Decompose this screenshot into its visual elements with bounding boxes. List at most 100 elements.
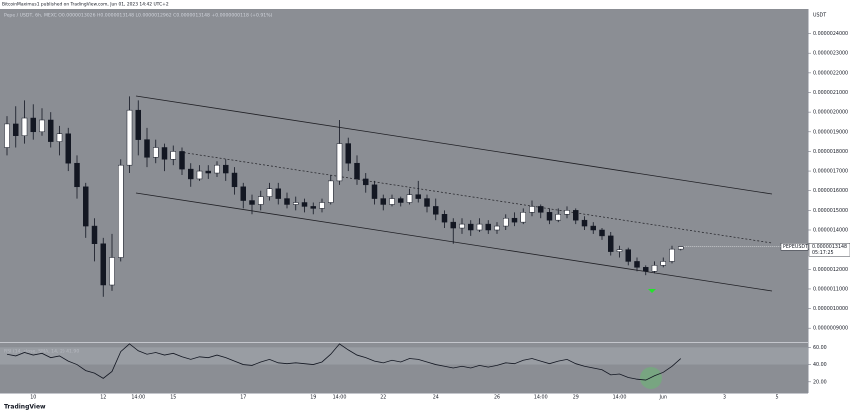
candle-body (266, 188, 273, 197)
candle-body (126, 109, 133, 166)
candle-body (450, 221, 456, 229)
candle-body (363, 178, 369, 186)
candle-body (476, 223, 483, 231)
candle-body (293, 202, 299, 205)
footer-logo: TradingView (4, 404, 46, 411)
y-tick-label: 0.0000024000 (813, 31, 848, 37)
candle-body (135, 109, 141, 140)
candle-body (503, 217, 509, 227)
y-tick-label: 0.0000009000 (813, 326, 848, 332)
candle-body (608, 235, 614, 252)
x-tick-label: 17 (240, 395, 246, 401)
candle-body (459, 223, 465, 229)
candle-body (433, 206, 439, 215)
candle-body (345, 143, 351, 164)
y-tick-label: 0.0000016000 (813, 188, 848, 194)
currency: USDT (813, 13, 826, 19)
candle-body (389, 198, 395, 205)
candle-body (13, 123, 19, 136)
y-tick-label: 0.0000019000 (813, 129, 848, 135)
candle-body (109, 257, 115, 286)
candle-body (441, 214, 448, 223)
x-tick-label: 26 (494, 395, 500, 401)
candle-body (424, 198, 430, 207)
candle-body (494, 225, 500, 231)
candle-body (485, 223, 491, 231)
candle-body (179, 151, 185, 170)
candle-body (39, 119, 45, 133)
candle-body (118, 164, 124, 258)
candle-body (196, 170, 203, 180)
candle-body (669, 248, 675, 262)
y-tick-label: 0.0000023000 (813, 51, 848, 57)
x-tick-label: 24 (433, 395, 439, 401)
rsi-tick-label: 60.00 (813, 345, 827, 351)
y-tick-label: 0.0000014000 (813, 228, 848, 234)
rsi-band (0, 347, 808, 365)
y-tick-label: 0.0000020000 (813, 110, 848, 116)
channel-upper-line (135, 95, 773, 195)
candle-body (634, 261, 640, 268)
candle-body (573, 210, 579, 221)
candle-body (564, 210, 570, 215)
green-arrow (648, 289, 656, 293)
x-tick-label: 14:00 (131, 395, 145, 401)
candle-body (529, 206, 535, 213)
x-tick-label: 22 (380, 395, 386, 401)
x-tick-label: 19 (310, 395, 316, 401)
candle-body (371, 184, 378, 199)
candle-body (153, 147, 159, 158)
candle-body (188, 168, 194, 180)
y-tick-label: 0.0000022000 (813, 70, 848, 76)
y-tick-label: 0.0000015000 (813, 208, 848, 214)
chart-title: Pepe / USDT, 6h, MEXC O0.0000013026 H0.0… (4, 13, 273, 19)
candle-body (398, 198, 404, 203)
candle-body (144, 139, 150, 158)
candle-body (4, 123, 10, 148)
y-tick-label: 0.0000012000 (813, 267, 848, 273)
candle-body (520, 212, 526, 223)
candle-body (643, 267, 649, 272)
x-tick-label: 14:00 (534, 395, 548, 401)
candle-body (310, 206, 316, 209)
candle-body (240, 186, 246, 201)
symbol-box (780, 243, 809, 251)
candle-body (30, 117, 36, 133)
candle-body (319, 202, 325, 209)
candle-body (590, 225, 596, 231)
candle-body (678, 246, 684, 250)
rsi-tick-label: 40.00 (813, 362, 827, 368)
candle-body (48, 119, 54, 142)
channel-lower-line (135, 192, 773, 292)
candle-body (616, 249, 623, 252)
candle-body (223, 164, 229, 174)
x-tick-label: 14:00 (333, 395, 347, 401)
candle-body (581, 219, 588, 227)
candle-body (161, 147, 168, 160)
y-tick-label: 0.0000010000 (813, 306, 848, 312)
candle-body (65, 133, 71, 164)
candle-body (21, 117, 28, 136)
candle-body (406, 194, 413, 203)
y-tick-label: 0.0000018000 (813, 149, 848, 155)
candle-body (214, 164, 220, 174)
credit: BitcoinMaximus1 published on TradingView… (2, 2, 169, 8)
x-tick-label: 14:00 (613, 395, 627, 401)
plot-background (0, 9, 808, 342)
rsi-tick-label: 20.00 (813, 379, 827, 385)
candle-body (258, 196, 264, 205)
candle-body (100, 243, 106, 286)
candle-body (651, 265, 658, 272)
candle-body (336, 143, 343, 182)
countdown-label: 05:17:25 (812, 250, 834, 256)
candle-body (555, 214, 561, 221)
x-tick-label: Jun (659, 395, 668, 401)
last-price-label: 0.0000013148 (812, 244, 847, 250)
x-tick-label: 3 (723, 395, 726, 401)
y-tick-label: 0.0000017000 (813, 169, 848, 175)
x-tick-label: 5 (775, 395, 778, 401)
candle-body (328, 180, 334, 203)
y-tick-label: 0.0000021000 (813, 90, 848, 96)
candle-body (660, 261, 666, 266)
